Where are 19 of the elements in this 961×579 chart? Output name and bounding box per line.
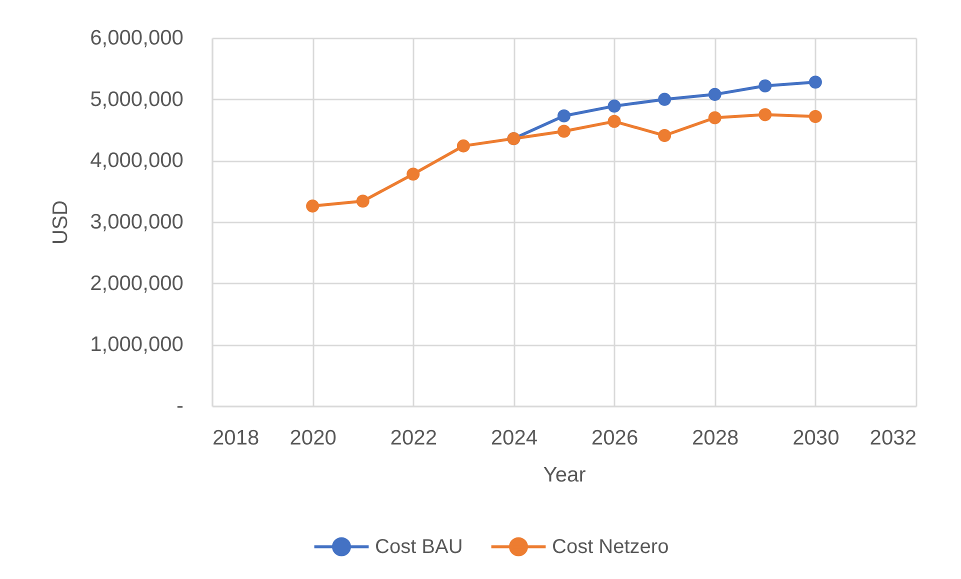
x-tick-label: 2026 xyxy=(591,426,638,450)
x-tick-label: 2024 xyxy=(490,426,538,450)
legend-label: Cost BAU xyxy=(375,536,463,558)
y-tick-label: 3,000,000 xyxy=(90,210,184,234)
x-tick-label: 2030 xyxy=(792,426,840,450)
legend-label: Cost Netzero xyxy=(552,536,669,558)
x-tick-label: 2018 xyxy=(212,426,260,450)
x-axis-title: Year xyxy=(543,464,586,486)
x-tick-label: 2022 xyxy=(390,426,437,450)
x-tick-label: 2028 xyxy=(692,426,739,450)
y-tick-label: 5,000,000 xyxy=(90,88,184,111)
x-tick-label: 2032 xyxy=(870,426,916,450)
x-tick-label: 2020 xyxy=(290,426,336,450)
y-axis-title: USD xyxy=(49,200,72,245)
y-tick-label: - xyxy=(176,394,184,418)
y-tick-label: 4,000,000 xyxy=(90,149,184,172)
y-tick-label: 1,000,000 xyxy=(90,333,184,356)
y-tick-label: 2,000,000 xyxy=(90,272,184,295)
y-tick-label: 6,000,000 xyxy=(90,26,184,50)
